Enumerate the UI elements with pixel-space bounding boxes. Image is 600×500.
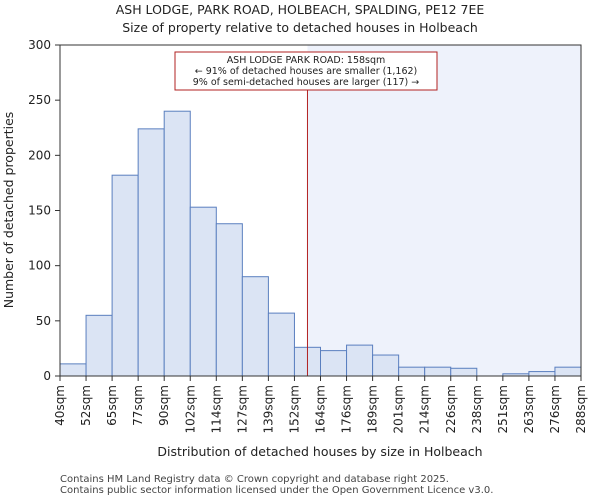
annotation-line-3: 9% of semi-detached houses are larger (1…: [193, 77, 420, 88]
bar-127sqm: [241, 276, 269, 377]
x-tick-label: 214sqm: [418, 385, 432, 433]
bar-139sqm: [267, 312, 295, 377]
x-tick-label: 226sqm: [444, 385, 458, 433]
x-tick-label: 238sqm: [470, 385, 484, 433]
x-axis-label: Distribution of detached houses by size …: [157, 444, 482, 459]
x-tick-label: 176sqm: [340, 385, 354, 433]
chart-title: ASH LODGE, PARK ROAD, HOLBEACH, SPALDING…: [116, 2, 485, 17]
bar-114sqm: [215, 223, 243, 377]
x-tick-label: 288sqm: [574, 385, 588, 433]
x-tick-label: 127sqm: [235, 385, 249, 433]
bar-214sqm: [424, 366, 452, 377]
bar-201sqm: [398, 366, 426, 377]
annotation-box: [174, 51, 438, 91]
x-tick-label: 152sqm: [287, 385, 301, 433]
x-tick-label: 164sqm: [314, 385, 328, 433]
bar-189sqm: [372, 354, 400, 377]
y-axis: 0 50 100 150 200 250 300: [28, 38, 60, 383]
x-tick-label: 263sqm: [522, 385, 536, 433]
y-tick-label: 0: [43, 369, 51, 383]
bar-263sqm: [528, 371, 556, 377]
x-tick-label: 139sqm: [261, 385, 275, 433]
footer-line-1: Contains HM Land Registry data © Crown c…: [60, 474, 449, 485]
bar-40sqm: [59, 363, 87, 377]
x-axis: 40sqm 52sqm 65sqm 77sqm 90sqm 102sqm 114sqm 127…: [53, 376, 588, 433]
bar-164sqm: [320, 350, 348, 377]
bar-77sqm: [137, 128, 165, 377]
y-tick-label: 250: [28, 93, 51, 107]
annotation-line-1: ASH LODGE PARK ROAD: 158sqm: [227, 55, 386, 66]
plot-frame: [59, 44, 582, 377]
highlight-region: [307, 45, 581, 376]
x-tick-label: 77sqm: [131, 385, 145, 426]
y-tick-label: 150: [28, 204, 51, 218]
y-tick-label: 200: [28, 148, 51, 162]
annotation-line-2: ← 91% of detached houses are smaller (1,…: [195, 66, 418, 77]
chart-subtitle: Size of property relative to detached ho…: [122, 20, 478, 35]
bar-65sqm: [111, 174, 139, 377]
bar-52sqm: [85, 314, 113, 377]
y-axis-label: Number of detached properties: [1, 112, 16, 309]
x-tick-label: 90sqm: [157, 385, 171, 426]
x-tick-label: 52sqm: [79, 385, 93, 426]
bar-102sqm: [189, 206, 217, 377]
bar-176sqm: [346, 344, 374, 377]
x-tick-label: 102sqm: [183, 385, 197, 433]
x-tick-label: 189sqm: [366, 385, 380, 433]
x-tick-label: 40sqm: [53, 385, 67, 426]
footer-line-2: Contains public sector information licen…: [60, 485, 493, 496]
x-tick-label: 251sqm: [496, 385, 510, 433]
y-tick-label: 50: [36, 314, 51, 328]
bar-90sqm: [163, 110, 191, 377]
bar-276sqm: [554, 366, 582, 377]
y-tick-label: 300: [28, 38, 51, 52]
y-tick-label: 100: [28, 259, 51, 273]
x-tick-label: 201sqm: [392, 385, 406, 433]
x-tick-label: 276sqm: [548, 385, 562, 433]
x-tick-label: 114sqm: [209, 385, 223, 433]
bar-226sqm: [450, 367, 478, 377]
x-tick-label: 65sqm: [105, 385, 119, 426]
